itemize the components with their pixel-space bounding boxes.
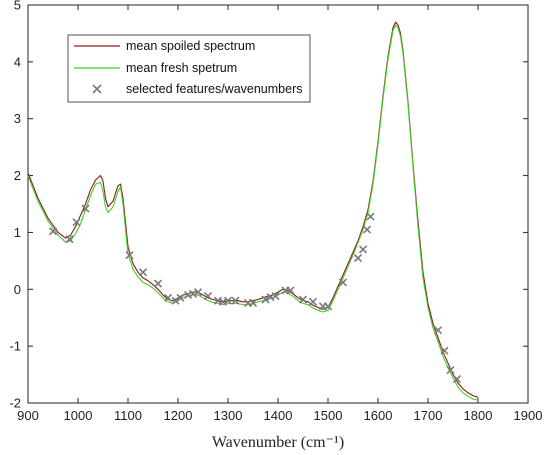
fresh-spectrum-line xyxy=(27,24,479,401)
feature-marker xyxy=(223,296,233,305)
feature-marker-stroke xyxy=(138,268,148,277)
series-lines xyxy=(27,21,479,401)
feature-marker-stroke xyxy=(338,278,348,287)
feature-marker-stroke xyxy=(308,297,318,306)
feature-marker xyxy=(433,326,443,335)
y-tick-label: 4 xyxy=(14,54,21,69)
feature-marker xyxy=(362,225,372,234)
feature-marker-stroke xyxy=(153,279,163,288)
feature-marker-stroke xyxy=(81,204,90,213)
tick-group: 900 1000 1100 1200 1300 1400 1500 1600 1700 1800 1… xyxy=(9,0,542,423)
feature-marker xyxy=(163,293,173,302)
feature-marker xyxy=(308,297,318,306)
feature-marker xyxy=(193,288,203,297)
feature-marker-stroke xyxy=(433,326,443,335)
feature-marker xyxy=(338,278,348,287)
feature-marker-stroke xyxy=(248,298,258,307)
x-tick-label: 1300 xyxy=(214,408,243,423)
feature-marker-stroke xyxy=(440,346,449,355)
feature-marker xyxy=(138,268,148,277)
feature-marker-stroke xyxy=(203,292,213,301)
legend-label-spoiled: mean spoiled spectrum xyxy=(126,39,255,53)
feature-marker xyxy=(171,296,180,305)
feature-marker-stroke xyxy=(266,293,275,302)
x-tick-label: 900 xyxy=(17,408,39,423)
x-tick-label: 1400 xyxy=(264,408,293,423)
feature-marker-stroke xyxy=(286,286,295,295)
y-tick-label: 1 xyxy=(14,225,21,240)
feature-marker-stroke xyxy=(358,245,368,254)
feature-marker-stroke xyxy=(261,295,270,304)
feature-marker-stroke xyxy=(362,225,372,234)
feature-marker-stroke xyxy=(353,253,363,263)
feature-marker-stroke xyxy=(231,296,240,305)
feature-marker xyxy=(358,245,368,254)
feature-marker-stroke xyxy=(48,227,58,236)
feature-marker-stroke xyxy=(176,293,185,302)
series-markers xyxy=(48,204,462,384)
legend: mean spoiled spectrum mean fresh spetrum… xyxy=(67,34,311,103)
feature-marker-stroke xyxy=(271,292,280,301)
feature-marker xyxy=(271,292,280,301)
legend-label-features: selected features/wavenumbers xyxy=(126,82,302,96)
x-tick-label: 1800 xyxy=(464,408,493,423)
feature-marker xyxy=(261,295,270,304)
feature-marker-stroke xyxy=(446,365,455,375)
feature-marker xyxy=(81,204,90,213)
legend-swatch-features xyxy=(92,84,102,94)
feature-marker-stroke xyxy=(366,212,375,221)
feature-marker xyxy=(231,296,240,305)
x-tick-label: 1200 xyxy=(164,408,193,423)
x-tick-label: 1000 xyxy=(64,408,93,423)
x-tick-label: 1500 xyxy=(314,408,343,423)
feature-marker xyxy=(298,295,308,304)
feature-marker-stroke xyxy=(452,375,462,384)
feature-marker xyxy=(188,289,198,298)
feature-marker-stroke xyxy=(163,293,173,302)
feature-marker xyxy=(48,227,58,236)
feature-marker-stroke xyxy=(323,302,333,311)
feature-marker xyxy=(286,286,295,295)
feature-marker xyxy=(153,279,163,288)
legend-label-fresh: mean fresh spetrum xyxy=(126,61,237,75)
feature-marker-stroke xyxy=(298,295,308,304)
feature-marker xyxy=(323,302,333,311)
y-tick-label: -2 xyxy=(9,396,21,411)
feature-marker xyxy=(125,251,134,260)
x-tick-label: 1700 xyxy=(414,408,443,423)
y-tick-label: 2 xyxy=(14,168,21,183)
feature-marker-stroke xyxy=(218,297,228,306)
y-tick-label: -1 xyxy=(9,339,21,354)
y-tick-label: 0 xyxy=(14,282,21,297)
x-tick-label: 1900 xyxy=(514,408,543,423)
feature-marker-stroke xyxy=(65,235,74,244)
feature-marker xyxy=(176,293,185,302)
feature-marker xyxy=(248,298,258,307)
feature-marker xyxy=(366,212,375,221)
y-tick-label: 3 xyxy=(14,111,21,126)
feature-marker-stroke xyxy=(183,290,193,300)
x-tick-label: 1100 xyxy=(114,408,142,423)
feature-marker xyxy=(440,346,449,355)
feature-marker xyxy=(353,253,363,263)
feature-marker xyxy=(72,218,81,227)
feature-marker-stroke xyxy=(223,296,233,305)
feature-marker xyxy=(452,375,462,384)
feature-marker xyxy=(65,235,74,244)
feature-marker-stroke xyxy=(125,251,134,260)
x-axis-label: Wavenumber (cm⁻¹) xyxy=(212,434,344,451)
x-tick-label: 1600 xyxy=(364,408,393,423)
feature-marker-stroke xyxy=(193,288,203,297)
feature-marker xyxy=(446,365,455,375)
feature-marker xyxy=(203,292,213,301)
y-tick-label: 5 xyxy=(14,0,21,13)
feature-marker-stroke xyxy=(72,218,81,227)
feature-marker-stroke xyxy=(171,296,180,305)
feature-marker-stroke xyxy=(188,289,198,298)
